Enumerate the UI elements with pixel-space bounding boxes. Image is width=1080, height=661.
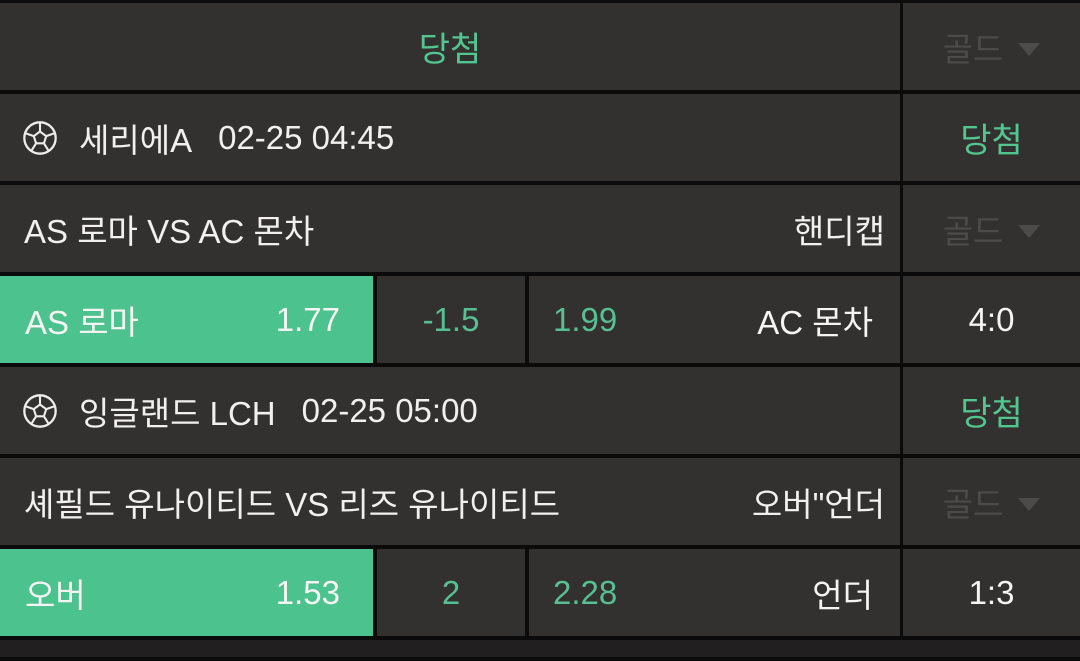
tier-label: 골드 xyxy=(942,30,1004,68)
total-line-cell: 2 xyxy=(377,549,525,636)
soccer-ball-icon xyxy=(23,120,57,155)
other-odds-value: 1.99 xyxy=(553,300,618,338)
league-row: 세리에A 02-25 04:45 당첨 xyxy=(0,94,1080,181)
odds-row: AS 로마 1.77 -1.5 1.99 AC 몬차 4:0 xyxy=(0,276,1080,363)
tier-label: 골드 xyxy=(942,212,1004,250)
soccer-ball-icon xyxy=(23,393,57,428)
matchup-row: AS 로마 VS AC 몬차 핸디캡 골드 xyxy=(0,185,1080,272)
picked-odds-value: 1.53 xyxy=(275,573,340,611)
chevron-down-icon xyxy=(1018,497,1041,511)
matchup-info: AS 로마 VS AC 몬차 핸디캡 xyxy=(0,185,900,272)
match-tier-dropdown[interactable]: 골드 xyxy=(903,185,1080,272)
next-row-partial xyxy=(0,640,1080,657)
other-odds-value: 2.28 xyxy=(553,573,618,611)
match-tier-dropdown[interactable]: 골드 xyxy=(903,458,1080,545)
tier-label: 골드 xyxy=(942,485,1004,523)
market-type-label: 핸디캡 xyxy=(793,212,885,250)
tier-selector[interactable]: 골드 xyxy=(943,478,1041,526)
matchup-row: 셰필드 유나이티드 VS 리즈 유나이티드 오버"언더 골드 xyxy=(0,458,1080,545)
chevron-down-icon xyxy=(1018,224,1041,238)
match-datetime: 02-25 05:00 xyxy=(301,391,478,429)
league-name: 잉글랜드 LCH xyxy=(79,394,276,432)
tier-selector[interactable]: 골드 xyxy=(943,23,1041,71)
match-datetime: 02-25 04:45 xyxy=(218,118,395,156)
match-result-badge: 당첨 xyxy=(960,122,1023,160)
score-cell: 4:0 xyxy=(903,276,1080,363)
final-score: 1:3 xyxy=(968,573,1015,611)
picked-odds-cell: 오버 1.53 xyxy=(0,549,373,636)
tier-selector[interactable]: 골드 xyxy=(943,205,1041,253)
league-name: 세리에A xyxy=(79,121,193,159)
match-result-cell: 당첨 xyxy=(903,94,1080,181)
matchup-title: 셰필드 유나이티드 VS 리즈 유나이티드 xyxy=(24,485,561,523)
matchup-info: 셰필드 유나이티드 VS 리즈 유나이티드 오버"언더 xyxy=(0,458,900,545)
match-result-cell: 당첨 xyxy=(903,367,1080,454)
league-row: 잉글랜드 LCH 02-25 05:00 당첨 xyxy=(0,367,1080,454)
score-cell: 1:3 xyxy=(903,549,1080,636)
odds-row: 오버 1.53 2 2.28 언더 1:3 xyxy=(0,549,1080,636)
picked-team-label: AS 로마 xyxy=(25,303,139,341)
line-value: 2 xyxy=(441,573,461,611)
slip-status-area: 당첨 xyxy=(0,3,900,90)
matchup-title: AS 로마 VS AC 몬차 xyxy=(24,212,315,250)
picked-team-label: 오버 xyxy=(25,576,86,614)
market-type-label: 오버"언더 xyxy=(751,485,885,523)
slip-result-badge: 당첨 xyxy=(418,31,482,69)
match-result-badge: 당첨 xyxy=(960,395,1023,433)
final-score: 4:0 xyxy=(968,300,1015,338)
handicap-line-cell: -1.5 xyxy=(377,276,525,363)
other-odds-cell: 1.99 AC 몬차 xyxy=(529,276,900,363)
other-team-label: 언더 xyxy=(812,576,873,614)
league-info: 세리에A 02-25 04:45 xyxy=(0,94,900,181)
other-odds-cell: 2.28 언더 xyxy=(529,549,900,636)
slip-tier-dropdown[interactable]: 골드 xyxy=(903,3,1080,90)
picked-odds-value: 1.77 xyxy=(275,300,340,338)
league-info: 잉글랜드 LCH 02-25 05:00 xyxy=(0,367,900,454)
chevron-down-icon xyxy=(1018,42,1041,56)
picked-odds-cell: AS 로마 1.77 xyxy=(0,276,373,363)
slip-header-row: 당첨 골드 xyxy=(0,3,1080,90)
line-value: -1.5 xyxy=(422,300,480,338)
other-team-label: AC 몬차 xyxy=(757,303,873,341)
